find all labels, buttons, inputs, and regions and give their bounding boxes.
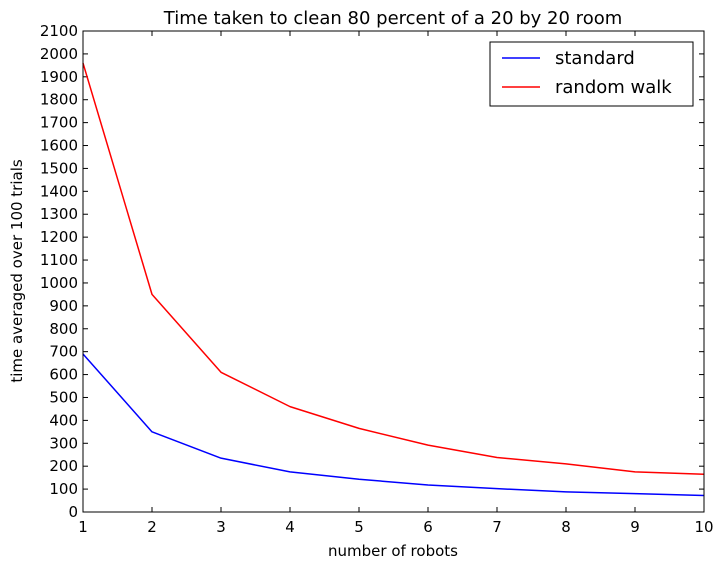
- y-tick-label: 1600: [40, 137, 78, 155]
- plot-frame: [82, 30, 705, 513]
- y-tick-label: 2000: [40, 45, 78, 63]
- y-tick-label: 1000: [40, 274, 78, 292]
- y-tick-label: 700: [49, 343, 78, 361]
- y-tick-label: 0: [68, 503, 78, 521]
- legend-box: [489, 41, 694, 107]
- series-lines: [82, 62, 705, 497]
- series-line-standard: [82, 353, 705, 497]
- chart-title: Time taken to clean 80 percent of a 20 b…: [163, 8, 623, 29]
- y-tick-label: 600: [49, 366, 78, 384]
- x-tick-label: 3: [216, 518, 226, 536]
- y-tick-label: 400: [49, 411, 78, 429]
- y-tick-label: 1400: [40, 182, 78, 200]
- y-tick-label: 1300: [40, 205, 78, 223]
- y-tick-label: 1500: [40, 159, 78, 177]
- y-tick-label: 1800: [40, 91, 78, 109]
- y-tick-labels: 0 100 200 300 400 500 600 700 800 900 1000 1100 1200…: [40, 22, 78, 521]
- x-tick-label: 10: [694, 518, 713, 536]
- x-tick-label: 4: [285, 518, 295, 536]
- y-tick-label: 300: [49, 434, 78, 452]
- y-tick-label: 2100: [40, 22, 78, 40]
- x-tick-label: 1: [78, 518, 88, 536]
- y-tick-label: 900: [49, 297, 78, 315]
- y-tick-label: 1900: [40, 68, 78, 86]
- x-tick-labels: 1 2 3 4 5 6 7 8 9 10: [78, 518, 713, 536]
- x-tick-label: 8: [561, 518, 571, 536]
- legend-label-random-walk: random walk: [555, 77, 672, 98]
- x-tick-label: 6: [423, 518, 433, 536]
- x-tick-label: 9: [630, 518, 640, 536]
- legend-label-standard: standard: [555, 48, 635, 69]
- y-tick-label: 100: [49, 480, 78, 498]
- y-tick-label: 1700: [40, 114, 78, 132]
- x-tick-label: 7: [492, 518, 502, 536]
- series-line-random-walk: [82, 62, 705, 475]
- x-axis-label: number of robots: [328, 542, 458, 560]
- legend: standard random walk: [489, 41, 694, 107]
- x-tick-label: 5: [354, 518, 364, 536]
- y-axis-label: time averaged over 100 trials: [8, 159, 26, 383]
- y-tick-label: 500: [49, 388, 78, 406]
- y-tick-label: 800: [49, 320, 78, 338]
- y-tick-label: 1200: [40, 228, 78, 246]
- y-tick-label: 1100: [40, 251, 78, 269]
- x-tick-label: 2: [147, 518, 157, 536]
- y-tick-label: 200: [49, 457, 78, 475]
